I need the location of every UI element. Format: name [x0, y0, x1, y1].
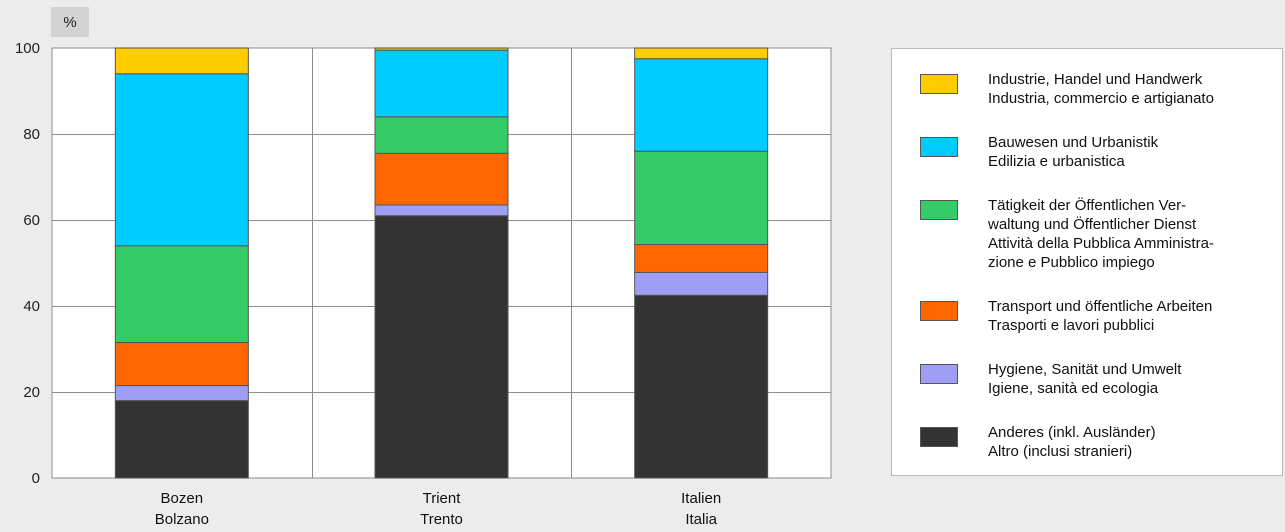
y-tick-label: 0	[32, 470, 40, 487]
x-tick-label: Italia	[685, 511, 717, 528]
bar-segment-health	[634, 271, 769, 296]
bar-segment-industry	[374, 47, 509, 51]
bar-segment-construction	[114, 73, 249, 247]
y-axis-unit-label: %	[51, 7, 89, 37]
y-tick-label: 100	[15, 40, 40, 57]
bar-segment-other	[634, 294, 769, 479]
x-tick-label: Italien	[681, 490, 721, 507]
legend-label: Anderes (inkl. Ausländer) Altro (inclusi …	[988, 424, 1156, 460]
x-tick-label: Bozen	[161, 490, 204, 507]
legend-swatch	[920, 427, 958, 447]
bar-segment-industry	[634, 47, 769, 60]
legend-label: Transport und öffentliche Arbeiten Traspo…	[988, 298, 1213, 334]
chart-legend: Industrie, Handel und Handwerk Industria,…	[891, 48, 1283, 476]
bar-segment-health	[114, 385, 249, 402]
x-tick-label: Trient	[423, 490, 462, 507]
bar-segment-transport	[374, 152, 509, 206]
y-tick-label: 40	[23, 298, 40, 315]
y-tick-label: 80	[23, 126, 40, 143]
legend-label: Tätigkeit der Öffentlichen Ver-waltung u…	[988, 197, 1214, 271]
legend-swatch	[920, 364, 958, 384]
x-tick-label: Trento	[420, 511, 463, 528]
bar-segment-public	[114, 245, 249, 344]
legend-swatch	[920, 137, 958, 157]
bar-segment-health	[374, 204, 509, 217]
bar-segment-construction	[374, 49, 509, 118]
bar-segment-other	[374, 215, 509, 479]
bar-segment-industry	[114, 47, 249, 75]
bar-segment-other	[114, 400, 249, 479]
legend-swatch	[920, 301, 958, 321]
bar-segment-public	[374, 116, 509, 154]
bar-segment-transport	[114, 342, 249, 387]
bar-segment-construction	[634, 58, 769, 152]
y-tick-label: 20	[23, 384, 40, 401]
legend-label: Bauwesen und Urbanistik Edilizia e urbani…	[988, 134, 1159, 170]
legend-swatch	[920, 200, 958, 220]
legend-label: Industrie, Handel und Handwerk Industria,…	[988, 71, 1214, 107]
y-tick-label: 60	[23, 212, 40, 229]
x-tick-label: Bolzano	[155, 511, 209, 528]
bar-segment-public	[634, 150, 769, 246]
legend-label: Hygiene, Sanität und Umwelt Igiene, sanit…	[988, 361, 1182, 397]
bar-segment-transport	[634, 244, 769, 273]
legend-swatch	[920, 74, 958, 94]
